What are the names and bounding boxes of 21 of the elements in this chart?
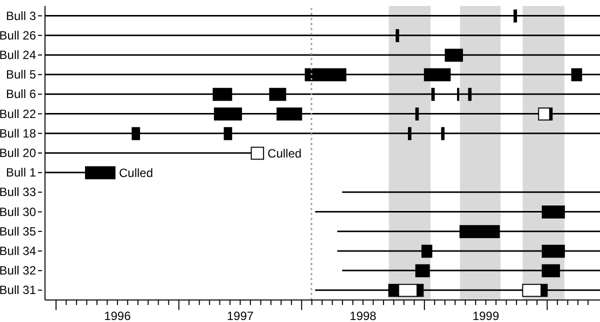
x-tick-label: 1998 xyxy=(350,309,377,322)
x-tick-label: 1997 xyxy=(226,309,254,322)
y-tick-label: Bull 30 xyxy=(0,204,36,219)
y-tick-label: Bull 34 xyxy=(0,244,36,258)
y-tick-label: Bull 3 xyxy=(6,8,36,23)
y-tick-label: Bull 5 xyxy=(6,68,36,82)
annotation: Culled xyxy=(118,166,154,180)
y-tick-label: Bull 32 xyxy=(0,264,36,278)
annotation: Culled xyxy=(268,146,302,160)
y-tick-label: Bull 1 xyxy=(6,166,36,180)
y-tick-label: Bull 35 xyxy=(0,224,36,238)
x-tick-label: 1999 xyxy=(472,309,500,322)
y-tick-label: Bull 24 xyxy=(0,48,36,62)
y-tick-label: Bull 6 xyxy=(6,87,36,102)
y-tick-label: Bull 26 xyxy=(0,28,36,42)
x-tick-label: 1996 xyxy=(104,309,132,322)
y-tick-label: Bull 31 xyxy=(0,283,36,298)
y-tick-label: Bull 22 xyxy=(0,106,36,121)
y-tick-label: Bull 33 xyxy=(0,185,36,200)
y-tick-label: Bull 20 xyxy=(0,146,36,160)
y-tick-label: Bull 18 xyxy=(0,126,36,140)
